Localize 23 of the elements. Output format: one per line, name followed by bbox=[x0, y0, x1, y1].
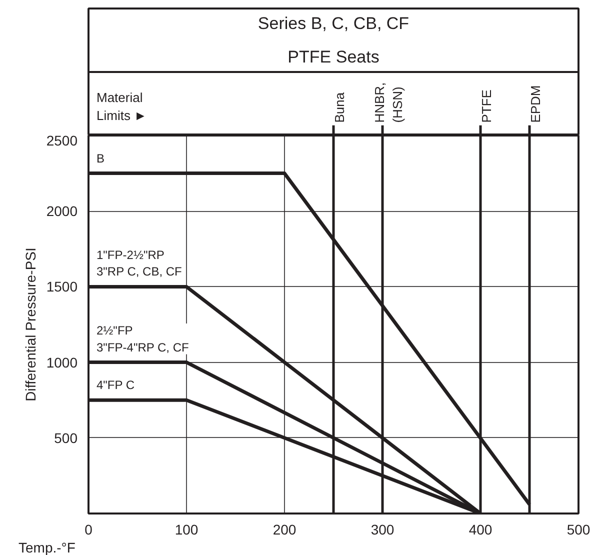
series-label: 1"FP-2½"RP 3"RP C, CB, CF bbox=[96, 248, 182, 279]
chart-title: Series B, C, CB, CF bbox=[258, 14, 410, 34]
x-tick-label: 200 bbox=[272, 522, 296, 538]
x-tick-label: 500 bbox=[566, 522, 590, 538]
y-tick-label: 500 bbox=[54, 430, 78, 446]
ref-line-label: Buna bbox=[332, 92, 347, 123]
x-tick-label: 100 bbox=[174, 522, 198, 538]
x-tick-label: 0 bbox=[84, 522, 93, 538]
chart-subtitle: PTFE Seats bbox=[288, 47, 380, 66]
x-tick-label: 400 bbox=[468, 522, 492, 538]
series-label: 4"FP C bbox=[96, 378, 135, 392]
x-tick-label: 300 bbox=[370, 522, 394, 538]
series-label: B bbox=[96, 151, 105, 166]
text: Material Limits ► bbox=[96, 90, 147, 123]
ref-line-label: HNBR, (HSN) bbox=[372, 82, 405, 123]
y-axis-title: Differential Pressure-PSI bbox=[22, 248, 38, 402]
ref-line-label: EPDM bbox=[528, 85, 543, 123]
y-tick-label: 2000 bbox=[46, 203, 78, 220]
y-tick-label: 1500 bbox=[46, 278, 78, 295]
y-tick-label: 2500 bbox=[46, 132, 78, 148]
ref-line-label: PTFE bbox=[479, 89, 494, 123]
y-tick-label: 1000 bbox=[46, 354, 78, 370]
series-label: 2½"FP 3"FP-4"RP C, CF bbox=[96, 324, 189, 354]
